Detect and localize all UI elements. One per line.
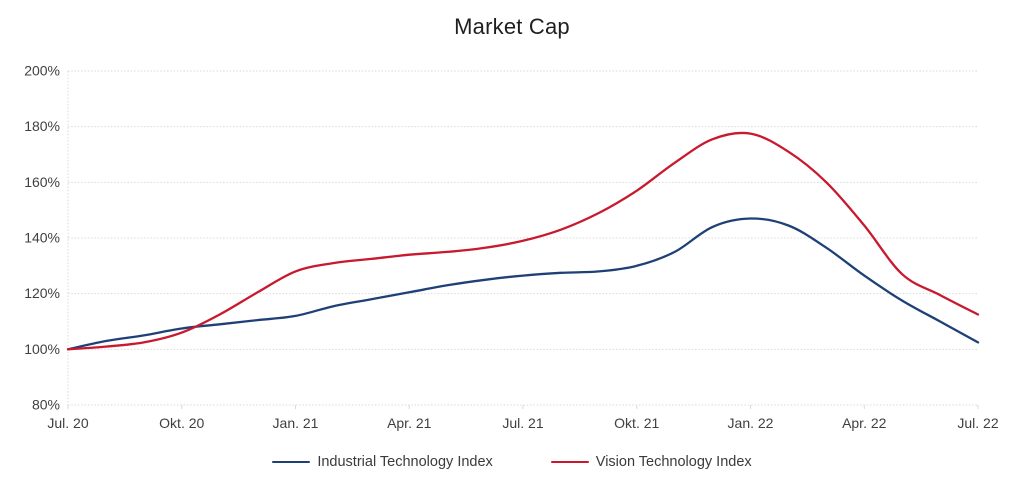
- y-tick-label: 180%: [24, 118, 60, 134]
- y-axis-labels: 200% 180% 160% 140% 120% 100% 80%: [24, 63, 60, 413]
- x-tick-label: Apr. 21: [387, 415, 432, 431]
- y-tick-label: 200%: [24, 63, 60, 79]
- y-tick-label: 100%: [24, 341, 60, 357]
- x-tick-label: Okt. 21: [614, 415, 659, 431]
- legend-line-swatch-industrial: [272, 460, 311, 464]
- series-line-industrial: [66, 217, 980, 351]
- y-tick-label: 140%: [24, 230, 60, 246]
- y-tick-label: 80%: [32, 397, 60, 413]
- x-tick-label: Okt. 20: [159, 415, 204, 431]
- legend-item-industrial: Industrial Technology Index: [272, 454, 493, 470]
- chart-legend: Industrial Technology Index Vision Techn…: [0, 450, 1024, 474]
- x-tick-label: Jul. 22: [957, 415, 998, 431]
- gridlines: [67, 70, 978, 406]
- x-axis-labels: Jul. 20 Okt. 20 Jan. 21 Apr. 21 Jul. 21 Okt. …: [47, 415, 998, 431]
- legend-item-vision: Vision Technology Index: [550, 454, 752, 470]
- x-tick-label: Jul. 20: [47, 415, 88, 431]
- x-tick-label: Jul. 21: [502, 415, 543, 431]
- legend-label-vision: Vision Technology Index: [595, 454, 752, 470]
- x-tick-label: Jan. 22: [728, 415, 774, 431]
- series-lines: [66, 131, 980, 351]
- x-tick-label: Jan. 21: [273, 415, 319, 431]
- chart-title: Market Cap: [454, 14, 570, 39]
- legend-label-industrial: Industrial Technology Index: [317, 454, 493, 470]
- y-tick-label: 120%: [24, 285, 60, 301]
- legend-line-swatch-vision: [550, 460, 589, 464]
- y-tick-label: 160%: [24, 174, 60, 190]
- series-line-vision: [66, 131, 980, 351]
- x-axis-ticks: [67, 405, 979, 409]
- x-tick-label: Apr. 22: [842, 415, 887, 431]
